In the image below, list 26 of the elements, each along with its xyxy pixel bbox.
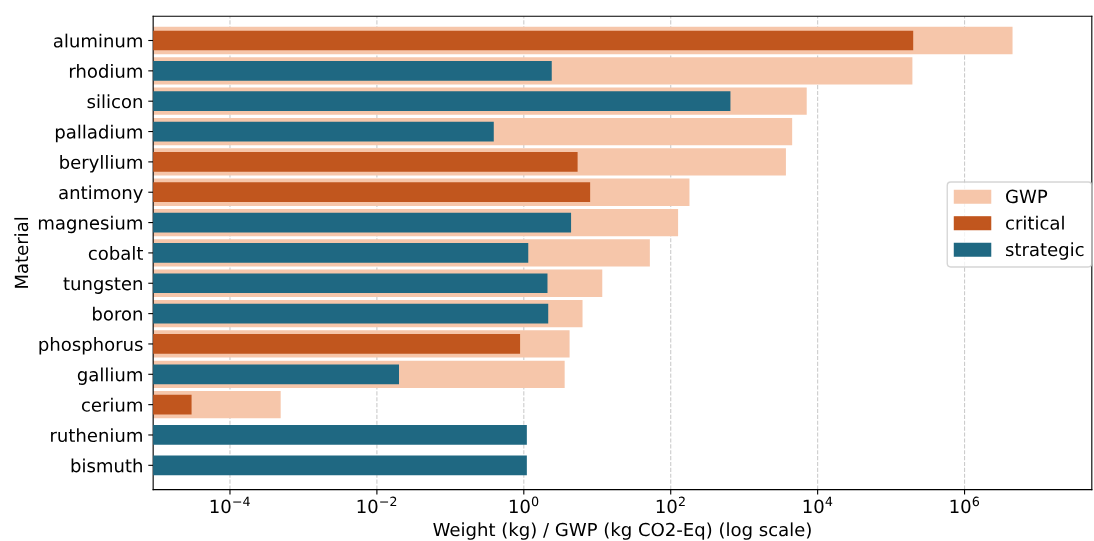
y-tick-label: magnesium — [38, 215, 142, 234]
y-tick-label: palladium — [55, 124, 142, 143]
x-tick-label: 10$^{4}$ — [803, 496, 833, 514]
x-tick-label: 10$^{−4}$ — [210, 496, 250, 514]
legend-label: GWP — [1006, 189, 1048, 204]
y-tick-label: beryllium — [60, 155, 142, 173]
x-tick-label: 10$^{0}$ — [509, 496, 539, 514]
y-tick-label: tungsten — [63, 277, 142, 294]
y-tick-label: phosphorus — [39, 337, 143, 355]
x-axis-title: Weight (kg) / GWP (kg CO2-Eq) (log scale) — [433, 522, 811, 540]
y-tick-label: cerium — [81, 397, 142, 412]
x-tick-label: 10$^{2}$ — [656, 496, 685, 514]
y-tick-label: bismuth — [71, 458, 142, 473]
y-axis-title: Material — [14, 217, 29, 288]
y-tick-label: boron — [93, 306, 142, 321]
y-tick-label: aluminum — [53, 33, 142, 48]
legend-label: strategic — [1006, 242, 1084, 260]
y-tick-label: silicon — [87, 94, 142, 109]
y-tick-label: ruthenium — [51, 428, 142, 443]
x-tick-label: 10$^{−2}$ — [357, 496, 397, 514]
y-tick-label: rhodium — [69, 63, 142, 78]
legend-label: critical — [1006, 215, 1064, 230]
y-tick-label: cobalt — [88, 246, 143, 261]
y-tick-label: gallium — [77, 367, 142, 385]
x-tick-label: 10$^{6}$ — [950, 496, 980, 514]
y-tick-label: antimony — [59, 185, 143, 203]
